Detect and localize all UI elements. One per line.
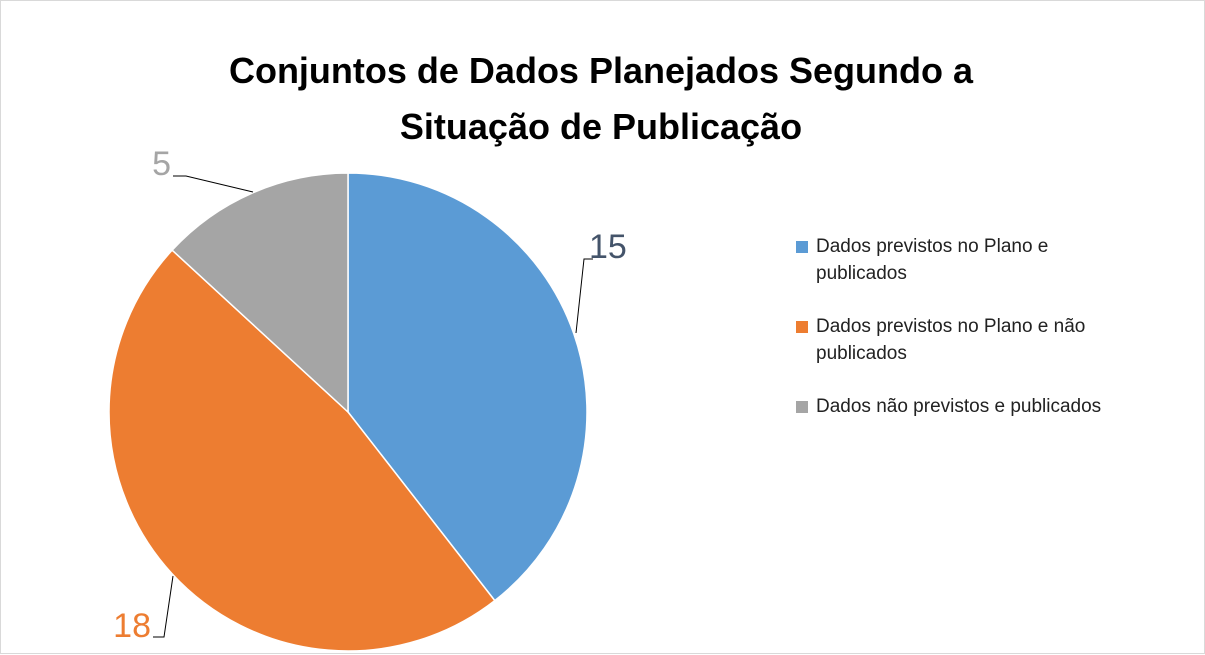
pie-slice xyxy=(347,172,588,602)
legend-label: Dados não previstos e publicados xyxy=(816,396,1102,417)
chart-title: Conjuntos de Dados Planejados Segundo a … xyxy=(228,50,974,147)
legend-item: Dados previstos no Plano e publicados xyxy=(796,233,1126,287)
legend-swatch xyxy=(796,321,808,333)
data-label: 5 xyxy=(152,145,171,183)
legend-item: Dados previstos no Plano e não publicado… xyxy=(796,313,1126,367)
leader-line xyxy=(575,258,593,334)
legend: Dados previstos no Plano e publicados Dad… xyxy=(796,233,1126,446)
legend-item: Dados não previstos e publicados xyxy=(796,393,1126,420)
pie-slice xyxy=(108,249,496,652)
legend-swatch xyxy=(796,241,808,253)
leader-line xyxy=(153,575,174,638)
legend-label: Dados previstos no Plano e não publicado… xyxy=(816,316,1086,364)
pie-slice xyxy=(171,172,349,414)
data-label: 18 xyxy=(113,607,151,645)
legend-swatch xyxy=(796,401,808,413)
leader-line xyxy=(173,175,254,193)
legend-label: Dados previstos no Plano e publicados xyxy=(816,236,1049,284)
data-label: 15 xyxy=(589,228,627,266)
